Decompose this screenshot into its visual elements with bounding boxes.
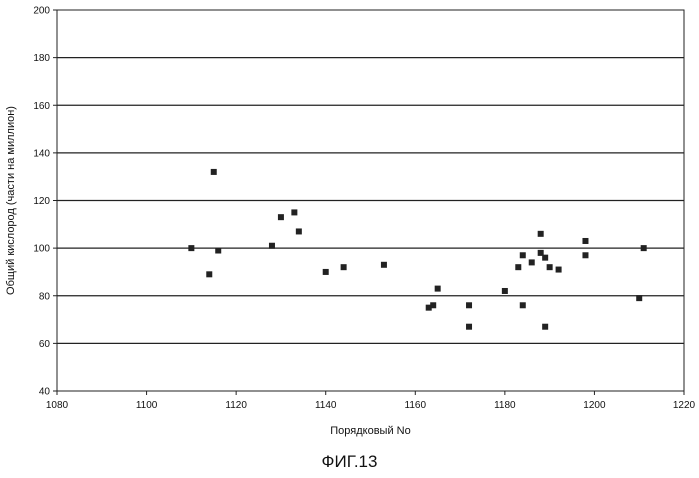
figure-caption: ФИГ.13 [0, 452, 699, 472]
data-point [466, 324, 472, 330]
data-point [278, 214, 284, 220]
x-tick-label: 1100 [136, 400, 158, 411]
y-axis-ticks: 40 60 80 100 120 140 160 180 200 [33, 6, 57, 398]
x-axis-ticks: 1080 1100 1120 1140 1160 1180 1200 1220 [46, 391, 696, 411]
data-point [211, 169, 217, 175]
data-point [556, 267, 562, 273]
y-tick-label: 80 [39, 291, 51, 302]
data-point [515, 264, 521, 270]
data-point [502, 288, 508, 294]
x-tick-label: 1140 [315, 400, 337, 411]
x-tick-label: 1120 [225, 400, 247, 411]
y-tick-label: 160 [33, 101, 50, 112]
x-tick-label: 1220 [673, 400, 696, 411]
x-tick-label: 1080 [46, 400, 69, 411]
y-tick-label: 140 [33, 148, 50, 159]
x-tick-label: 1180 [494, 400, 516, 411]
data-point [542, 324, 548, 330]
data-point [520, 252, 526, 258]
data-point [291, 209, 297, 215]
y-axis-label: Общий кислород (части на миллион) [5, 106, 17, 295]
data-point [188, 245, 194, 251]
data-point [435, 286, 441, 292]
data-point [529, 259, 535, 265]
x-tick-label: 1200 [583, 400, 606, 411]
data-point [582, 252, 588, 258]
data-point [206, 271, 212, 277]
y-tick-label: 100 [33, 244, 50, 255]
x-axis-label: Порядковый No [330, 425, 410, 437]
scatter-chart: 40 60 80 100 120 140 160 180 200 1080 1100 1120 114… [0, 0, 699, 450]
data-point [381, 262, 387, 268]
data-point [430, 302, 436, 308]
data-point [582, 238, 588, 244]
data-point [636, 295, 642, 301]
data-point [341, 264, 347, 270]
data-point [520, 302, 526, 308]
data-point [215, 248, 221, 254]
y-tick-label: 180 [33, 53, 50, 64]
data-point [542, 255, 548, 261]
data-point [296, 228, 302, 234]
data-point [547, 264, 553, 270]
x-tick-label: 1160 [405, 400, 427, 411]
y-tick-label: 60 [39, 339, 51, 350]
y-tick-label: 200 [33, 6, 50, 17]
data-point [323, 269, 329, 275]
y-tick-label: 120 [33, 196, 50, 207]
data-point [641, 245, 647, 251]
data-point [269, 243, 275, 249]
data-point [466, 302, 472, 308]
y-tick-label: 40 [39, 387, 51, 398]
data-point [538, 231, 544, 237]
